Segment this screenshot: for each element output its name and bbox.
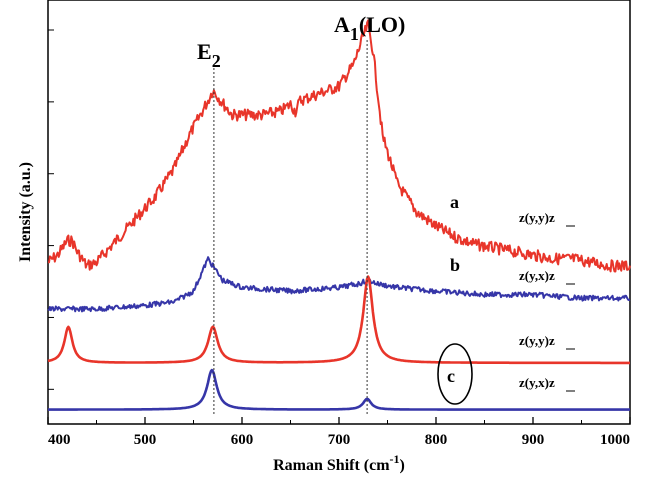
a1-peak-label: A1(LO) xyxy=(334,12,405,44)
polarization-label-b: z(y,x)z xyxy=(519,268,575,285)
y-ticks xyxy=(48,29,54,390)
svg-text:z(y,y)z: z(y,y)z xyxy=(519,333,555,348)
series-a-line xyxy=(47,19,631,273)
y-axis-label: Intensity (a.u.) xyxy=(17,162,34,262)
e2-peak-label: E2 xyxy=(197,39,221,71)
svg-text:z(y,y)z: z(y,y)z xyxy=(519,210,555,225)
curve-b-label: b xyxy=(450,255,460,275)
series-b-line xyxy=(47,256,631,313)
x-ticks: 400 500 600 700 800 900 1000 xyxy=(47,417,631,448)
polarization-label-c-bottom: z(y,x)z xyxy=(519,375,575,392)
x-tick-label: 900 xyxy=(522,432,545,448)
x-tick-label: 500 xyxy=(134,432,157,448)
peak-guides xyxy=(213,40,368,414)
svg-text:z(y,x)z: z(y,x)z xyxy=(519,375,555,390)
series-c_bottom-line xyxy=(47,368,631,411)
x-axis-label: Raman Shift (cm-1) xyxy=(273,452,405,474)
x-tick-label: 1000 xyxy=(600,432,630,448)
curve-c-circle xyxy=(437,343,473,405)
polarization-label-c-top: z(y,y)z xyxy=(519,333,575,350)
curve-c-label: c xyxy=(447,366,455,386)
polarization-label-a: z(y,y)z xyxy=(519,210,575,227)
series-layer xyxy=(47,19,631,411)
x-tick-label: 800 xyxy=(425,432,448,448)
curve-a-label: a xyxy=(450,192,459,212)
x-tick-label: 600 xyxy=(231,432,254,448)
x-tick-label: 400 xyxy=(48,432,71,448)
svg-text:z(y,x)z: z(y,x)z xyxy=(519,268,555,283)
series-c_top-line xyxy=(47,275,631,365)
x-tick-label: 700 xyxy=(328,432,351,448)
